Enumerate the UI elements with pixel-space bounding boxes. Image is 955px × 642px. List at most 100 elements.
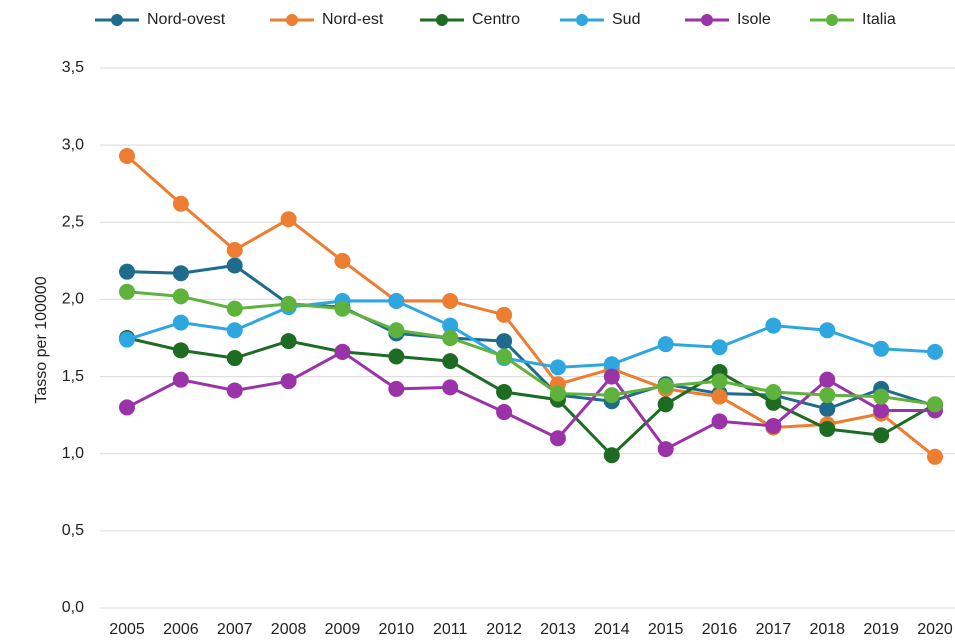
point — [119, 331, 135, 348]
point — [172, 195, 189, 212]
point — [172, 371, 189, 388]
point — [657, 336, 674, 353]
legend-label: Centro — [472, 11, 520, 28]
x-tick-label: 2008 — [271, 621, 307, 638]
series-line — [126, 350, 935, 452]
point — [172, 265, 189, 282]
legend-label: Nord-est — [322, 11, 384, 28]
point — [388, 380, 405, 397]
point — [388, 348, 405, 365]
point — [442, 353, 459, 370]
point — [334, 252, 351, 269]
point — [873, 388, 890, 405]
x-tick-label: 2010 — [379, 621, 415, 638]
point — [873, 427, 890, 444]
point — [873, 340, 890, 357]
x-tick-label: 2005 — [109, 621, 145, 638]
legend-label: Italia — [862, 11, 896, 28]
point — [549, 359, 566, 376]
point — [442, 292, 459, 309]
point — [280, 211, 297, 228]
point — [819, 400, 836, 417]
point — [496, 348, 513, 365]
point — [172, 314, 189, 331]
point — [119, 283, 135, 300]
x-tick-label: 2015 — [648, 621, 684, 638]
point — [280, 333, 297, 350]
point — [442, 317, 459, 334]
legend-item: Nord-est — [270, 11, 384, 28]
point — [603, 368, 620, 385]
y-tick-label: 0,5 — [62, 522, 84, 539]
point — [496, 333, 513, 350]
point — [927, 448, 943, 465]
x-tick-label: 2013 — [540, 621, 576, 638]
x-tick-label: 2012 — [486, 621, 522, 638]
point — [172, 288, 189, 305]
point — [657, 377, 674, 394]
point — [819, 371, 836, 388]
series-line — [126, 299, 936, 369]
point — [657, 441, 674, 458]
point — [280, 373, 297, 390]
point — [496, 404, 513, 421]
legend-marker — [286, 14, 298, 26]
point — [119, 147, 135, 164]
legend-item: Centro — [420, 11, 520, 28]
point — [819, 387, 836, 404]
y-tick-label: 3,5 — [62, 59, 84, 76]
x-tick-label: 2009 — [325, 621, 361, 638]
point — [711, 413, 728, 430]
point — [226, 257, 243, 274]
legend-label: Isole — [737, 11, 771, 28]
series-line — [126, 336, 936, 458]
point — [819, 322, 836, 339]
y-tick-label: 1,0 — [62, 445, 84, 462]
x-tick-label: 2014 — [594, 621, 630, 638]
point — [927, 343, 943, 360]
legend-item: Italia — [810, 11, 896, 28]
point — [603, 387, 620, 404]
point — [819, 421, 836, 438]
point — [334, 300, 351, 317]
legend-marker — [576, 14, 588, 26]
point — [603, 447, 620, 464]
y-tick-label: 0,0 — [62, 599, 84, 616]
x-tick-label: 2007 — [217, 621, 253, 638]
point — [388, 292, 405, 309]
x-tick-label: 2016 — [702, 621, 738, 638]
point — [873, 402, 890, 419]
legend-marker — [111, 14, 123, 26]
x-tick-label: 2018 — [809, 621, 845, 638]
point — [657, 396, 674, 413]
point — [226, 322, 243, 339]
y-tick-label: 2,0 — [62, 291, 84, 308]
point — [172, 342, 189, 359]
legend-label: Sud — [612, 11, 640, 28]
point — [711, 388, 728, 405]
point — [388, 322, 405, 339]
point — [442, 330, 459, 346]
point — [226, 350, 243, 367]
point — [226, 242, 243, 259]
point — [280, 296, 297, 313]
x-tick-label: 2020 — [917, 621, 953, 638]
legend-item: Sud — [560, 11, 640, 28]
point — [119, 399, 135, 416]
point — [549, 430, 566, 447]
point — [334, 343, 351, 360]
series-line — [126, 290, 936, 406]
legend-item: Isole — [685, 11, 771, 28]
y-tick-label: 2,5 — [62, 214, 84, 231]
point — [927, 396, 943, 413]
y-tick-label: 1,5 — [62, 368, 84, 385]
legend-marker — [436, 14, 448, 26]
x-tick-label: 2006 — [163, 621, 199, 638]
point — [603, 356, 620, 373]
x-tick-label: 2019 — [863, 621, 899, 638]
point — [765, 417, 782, 434]
point — [496, 384, 513, 400]
x-tick-label: 2011 — [433, 621, 468, 638]
legend-item: Nord-ovest — [95, 11, 226, 28]
legend-marker — [826, 14, 838, 26]
